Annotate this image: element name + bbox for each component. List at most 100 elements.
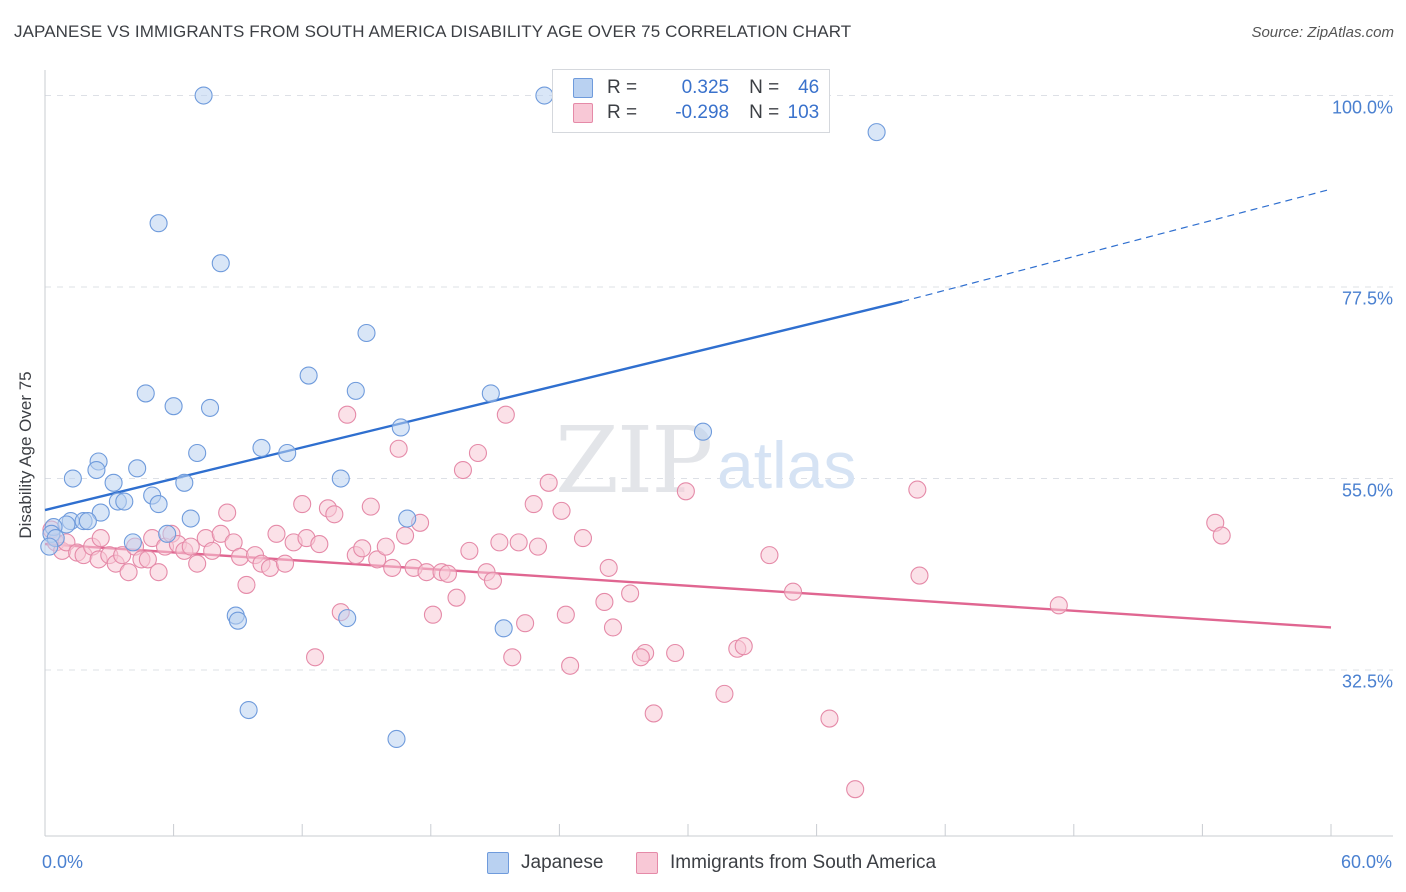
immigrant-point — [119, 563, 138, 582]
immigrant-point — [666, 643, 685, 663]
immigrant-point — [325, 505, 344, 524]
series-legend-japanese: Japanese — [487, 852, 603, 874]
chart-title: JAPANESE VS IMMIGRANTS FROM SOUTH AMERIC… — [14, 22, 852, 41]
immigrant-point — [260, 558, 280, 577]
immigrant-point — [138, 550, 157, 569]
y-tick-label: 32.5% — [1341, 671, 1393, 692]
immigrant-point — [910, 566, 929, 585]
immigrant-point — [423, 605, 442, 624]
immigrant-point — [908, 480, 927, 499]
immigrant-point — [760, 546, 779, 565]
immigrant-point — [306, 648, 325, 667]
japanese-point — [357, 323, 376, 343]
legend-n-label: N = — [749, 102, 780, 123]
japanese-point — [164, 397, 183, 416]
immigrant-point — [438, 564, 457, 583]
japanese-point — [128, 459, 147, 478]
immigrant-point — [599, 558, 618, 577]
y-tick-label: 100.0% — [1331, 97, 1393, 118]
legend-n-label: N = — [749, 77, 780, 98]
japanese-point — [158, 524, 177, 543]
japanese-point — [115, 492, 134, 511]
japanese-point — [331, 469, 350, 488]
axes — [44, 70, 1393, 837]
immigrant-point — [376, 537, 395, 556]
japanese-point — [149, 495, 168, 514]
immigrant-point — [631, 648, 650, 667]
japanese-trend-extension — [902, 188, 1332, 303]
immigrant-point — [276, 554, 295, 573]
japanese-point — [338, 609, 357, 628]
immigrant-point — [783, 582, 803, 601]
japanese-point — [194, 86, 213, 105]
immigrant-point — [113, 546, 132, 565]
immigrant-point — [528, 537, 548, 556]
immigrant-point — [1049, 596, 1068, 615]
immigrant-point — [846, 780, 865, 799]
japanese-point — [91, 503, 110, 522]
japanese-point — [494, 619, 513, 638]
immigrant-point — [734, 637, 753, 656]
immigrant-point — [595, 592, 614, 611]
source-label: Source: ZipAtlas.com — [1251, 24, 1394, 41]
immigrant-point — [338, 405, 357, 424]
series-legend-immigrants: Immigrants from South America — [636, 852, 936, 874]
data-points — [40, 86, 1231, 799]
immigrant-point — [552, 501, 571, 520]
legend-label-immigrants: Immigrants from South America — [670, 852, 937, 873]
legend-r-label: R = — [607, 102, 638, 123]
immigrant-point — [561, 656, 580, 675]
immigrant-point — [644, 704, 663, 723]
japanese-point — [239, 700, 258, 720]
immigrant-point — [389, 439, 408, 458]
legend-n-value: 46 — [798, 77, 820, 98]
immigrant-point — [496, 405, 515, 424]
japanese-point — [391, 418, 410, 437]
japanese-point — [535, 86, 554, 105]
legend-swatch-japanese — [487, 852, 509, 874]
legend-n-value: 103 — [787, 102, 820, 123]
immigrant-point — [460, 541, 479, 560]
immigrant-point — [715, 684, 734, 703]
immigrant-point — [503, 648, 522, 667]
immigrant-point — [188, 554, 207, 573]
japanese-point — [200, 398, 220, 417]
japanese-point — [104, 473, 123, 492]
watermark-atlas: atlas — [717, 428, 856, 502]
japanese-point — [278, 443, 297, 463]
immigrant-point — [453, 460, 473, 480]
immigrant-point — [820, 709, 839, 728]
japanese-point — [78, 512, 97, 531]
legend-r-value: -0.298 — [675, 102, 730, 123]
immigrant-point — [237, 575, 256, 594]
immigrant-point — [91, 529, 110, 548]
legend-label-japanese: Japanese — [521, 852, 604, 873]
immigrant-point — [447, 588, 466, 607]
immigrant-point — [368, 550, 387, 569]
japanese-point — [175, 473, 194, 492]
immigrant-point — [516, 614, 535, 633]
correlation-legend: R = 0.325 N = 46 R = -0.298 N = 103 — [552, 69, 830, 133]
legend-r-value: 0.325 — [681, 77, 730, 98]
legend-swatch-immigrants — [573, 103, 593, 123]
immigrant-point — [211, 524, 230, 543]
immigrant-point — [524, 495, 543, 514]
immigrant-point — [676, 482, 695, 501]
legend-row-japanese: R = 0.325 N = 46 — [573, 76, 819, 100]
immigrant-point — [417, 563, 436, 582]
japanese-point — [181, 509, 200, 528]
immigrant-point — [468, 443, 488, 463]
japanese-point — [188, 443, 207, 463]
immigrant-point — [218, 503, 237, 522]
immigrant-point — [181, 537, 200, 556]
immigrant-point — [293, 495, 312, 514]
japanese-point — [228, 611, 247, 630]
immigrant-point — [267, 524, 286, 543]
immigrant-point — [361, 497, 380, 516]
japanese-point — [867, 123, 886, 142]
immigrant-point — [483, 571, 503, 590]
immigrant-point — [621, 584, 640, 603]
immigrant-point — [556, 605, 575, 624]
japanese-point — [346, 381, 365, 400]
